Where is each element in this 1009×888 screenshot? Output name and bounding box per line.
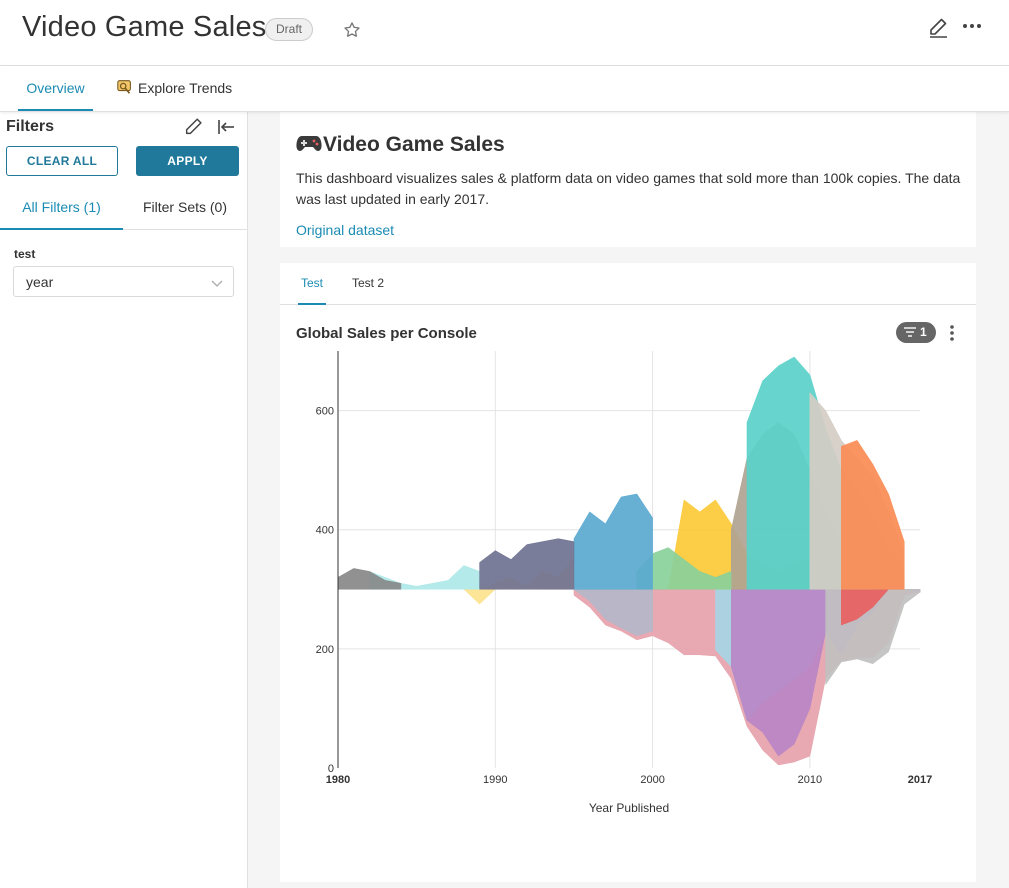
markdown-title: Video Game Sales bbox=[296, 132, 505, 157]
area-series-15 bbox=[573, 493, 653, 590]
apply-button[interactable]: APPLY bbox=[136, 146, 239, 176]
area-series-16 bbox=[479, 538, 575, 590]
pencil-icon[interactable] bbox=[183, 116, 205, 138]
chevron-down-icon bbox=[211, 280, 223, 287]
x-tick-label: 1990 bbox=[483, 774, 507, 786]
filter-label: test bbox=[14, 247, 36, 261]
markdown-description: This dashboard visualizes sales & platfo… bbox=[296, 170, 961, 207]
filter-tabs: All Filters (1) Filter Sets (0) bbox=[0, 190, 247, 230]
global-sales-chart: 0 200 400 600 1980 1990 2000 2010 2017 Year Publi… bbox=[316, 351, 932, 815]
x-tick-label: 2017 bbox=[908, 774, 932, 786]
filter-indicator-badge[interactable]: 1 bbox=[896, 322, 936, 343]
chart-menu-icon[interactable] bbox=[944, 323, 960, 343]
tab-test[interactable]: Test bbox=[298, 263, 326, 305]
more-icon[interactable] bbox=[961, 15, 983, 37]
filters-title: Filters bbox=[6, 118, 55, 135]
y-tick-label: 600 bbox=[316, 406, 334, 418]
filter-count: 1 bbox=[920, 325, 927, 339]
tab-explore-trends-label: Explore Trends bbox=[138, 80, 233, 96]
area-series-10 bbox=[841, 440, 905, 590]
x-tick-label: 1980 bbox=[326, 774, 350, 786]
y-tick-label: 400 bbox=[316, 525, 334, 537]
chart-title: Global Sales per Console bbox=[296, 325, 477, 342]
collapse-icon[interactable] bbox=[216, 117, 236, 137]
x-axis-label: Year Published bbox=[589, 801, 669, 815]
clear-all-button[interactable]: CLEAR ALL bbox=[6, 146, 118, 176]
star-icon[interactable] bbox=[342, 20, 362, 40]
dashboard-content: Video Game Sales This dashboard visualiz… bbox=[248, 112, 1009, 888]
chart-tabs: Test Test 2 bbox=[280, 263, 976, 305]
dashboard-title: Video Game Sales bbox=[22, 11, 267, 43]
markdown-title-text: Video Game Sales bbox=[323, 133, 505, 156]
area-series-14 bbox=[337, 568, 402, 590]
edit-icon[interactable] bbox=[926, 15, 950, 39]
tab-explore-trends[interactable]: Explore Trends bbox=[116, 66, 232, 111]
markdown-card: Video Game Sales This dashboard visualiz… bbox=[280, 112, 976, 247]
dashboard-header: Video Game Sales Draft bbox=[0, 0, 1009, 66]
filter-icon bbox=[904, 327, 916, 337]
original-dataset-link[interactable]: Original dataset bbox=[296, 222, 395, 238]
draft-badge: Draft bbox=[265, 18, 314, 41]
filter-sidebar: Filters CLEAR ALL APPLY All Filters (1) … bbox=[0, 112, 248, 888]
tab-overview[interactable]: Overview bbox=[18, 66, 93, 111]
y-tick-label: 200 bbox=[316, 644, 334, 656]
tab-all-filters[interactable]: All Filters (1) bbox=[0, 190, 123, 230]
x-tick-label: 2010 bbox=[798, 774, 822, 786]
chart-tabs-card: Test Test 2 Global Sales per Console 1 0… bbox=[280, 263, 976, 882]
explore-icon bbox=[117, 80, 131, 94]
filter-select-value: year bbox=[26, 274, 54, 290]
filter-select[interactable]: year bbox=[13, 266, 234, 297]
tab-test-2[interactable]: Test 2 bbox=[351, 276, 384, 290]
tab-filter-sets[interactable]: Filter Sets (0) bbox=[142, 199, 227, 215]
dashboard-tabs: Overview Explore Trends bbox=[0, 66, 1009, 112]
x-tick-label: 2000 bbox=[640, 774, 664, 786]
gamepad-icon bbox=[296, 136, 322, 151]
area-series-11 bbox=[636, 547, 732, 590]
y-tick-label: 0 bbox=[328, 763, 334, 775]
